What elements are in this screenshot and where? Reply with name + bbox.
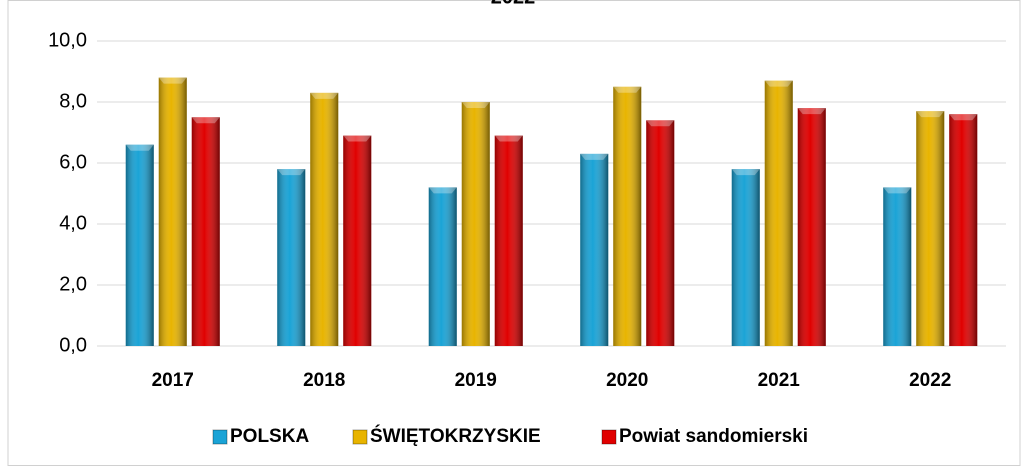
bar	[949, 114, 978, 346]
bar-cap	[646, 120, 675, 127]
bar-cap	[883, 187, 912, 194]
bar-cap	[191, 117, 220, 124]
bar-cap	[343, 135, 372, 142]
bar-cap	[916, 111, 945, 118]
bar-cap	[949, 114, 978, 121]
bar	[646, 120, 675, 346]
x-tick-label: 2017	[152, 370, 194, 391]
bar-shade	[916, 111, 945, 347]
bar-shade	[646, 120, 675, 346]
bar-shade	[731, 169, 760, 346]
bar-shade	[428, 187, 457, 346]
chart-title: 2022	[491, 0, 536, 8]
x-tick-label: 2021	[758, 370, 801, 391]
bar-shade	[191, 117, 220, 346]
legend-label: ŚWIĘTOKRZYSKIE	[370, 425, 541, 447]
bar	[158, 77, 187, 346]
bar	[125, 144, 154, 346]
bar-cap	[158, 77, 187, 84]
bar-shade	[883, 187, 912, 346]
y-tick-label: 10,0	[48, 29, 87, 51]
bar	[613, 86, 642, 346]
bar	[277, 169, 306, 346]
bar-shade	[580, 153, 609, 346]
y-tick-label: 6,0	[59, 151, 87, 173]
bar	[494, 135, 523, 346]
bar	[343, 135, 372, 346]
bar	[883, 187, 912, 346]
bar-shade	[461, 102, 490, 346]
bar-shade	[764, 80, 793, 347]
bar	[428, 187, 457, 346]
bar	[916, 111, 945, 347]
bar-cap	[797, 108, 826, 115]
bar	[797, 108, 826, 346]
y-tick-label: 2,0	[59, 273, 87, 295]
bar-cap	[125, 144, 154, 151]
bar	[191, 117, 220, 346]
y-tick-label: 0,0	[59, 334, 87, 356]
bar-shade	[949, 114, 978, 346]
y-tick-label: 4,0	[59, 212, 87, 234]
bar-cap	[731, 169, 760, 176]
bar-shade	[158, 77, 187, 346]
bar-shade	[494, 135, 523, 346]
x-tick-label: 2018	[303, 370, 345, 391]
legend-swatch	[352, 429, 368, 445]
x-tick-label: 2020	[606, 370, 648, 391]
bar	[461, 102, 490, 346]
bar-shade	[310, 92, 339, 346]
legend-swatch	[212, 429, 228, 445]
bar-cap	[310, 92, 339, 99]
legend-label: POLSKA	[230, 426, 309, 447]
bar	[731, 169, 760, 346]
bar-shade	[613, 86, 642, 346]
bar-shade	[125, 144, 154, 346]
bar-cap	[494, 135, 523, 142]
bar-shade	[797, 108, 826, 346]
bar	[580, 153, 609, 346]
bar-shade	[277, 169, 306, 346]
legend-swatch	[601, 429, 617, 445]
bar	[764, 80, 793, 347]
bar-cap	[461, 102, 490, 108]
legend-label: Powiat sandomierski	[619, 426, 808, 447]
bar-cap	[613, 86, 642, 93]
bar-cap	[428, 187, 457, 194]
bar-cap	[580, 153, 609, 160]
x-tick-label: 2022	[909, 370, 951, 391]
bar	[310, 92, 339, 346]
bar-cap	[764, 80, 793, 87]
x-tick-label: 2019	[455, 370, 497, 391]
bar-cap	[277, 169, 306, 176]
y-tick-label: 8,0	[59, 90, 87, 112]
bar-shade	[343, 135, 372, 346]
